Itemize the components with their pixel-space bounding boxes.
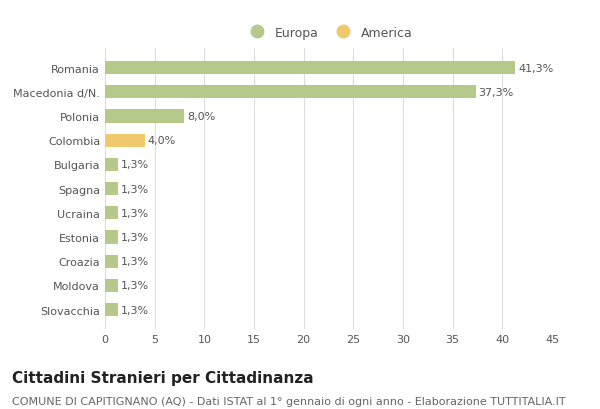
Bar	[105, 134, 145, 148]
Text: COMUNE DI CAPITIGNANO (AQ) - Dati ISTAT al 1° gennaio di ogni anno - Elaborazion: COMUNE DI CAPITIGNANO (AQ) - Dati ISTAT …	[12, 396, 566, 406]
Bar	[105, 62, 515, 75]
Bar	[105, 303, 118, 317]
Bar	[105, 279, 118, 292]
Bar	[105, 255, 118, 268]
Text: 37,3%: 37,3%	[478, 88, 514, 98]
Text: 41,3%: 41,3%	[518, 63, 553, 74]
Bar	[105, 158, 118, 172]
Bar	[105, 110, 184, 124]
Text: 1,3%: 1,3%	[121, 305, 149, 315]
Text: 1,3%: 1,3%	[121, 208, 149, 218]
Text: 1,3%: 1,3%	[121, 160, 149, 170]
Bar	[105, 182, 118, 196]
Bar	[105, 231, 118, 244]
Bar	[105, 207, 118, 220]
Text: 1,3%: 1,3%	[121, 256, 149, 267]
Text: 1,3%: 1,3%	[121, 232, 149, 243]
Text: 8,0%: 8,0%	[187, 112, 215, 122]
Bar	[105, 86, 476, 99]
Text: 4,0%: 4,0%	[148, 136, 176, 146]
Text: 1,3%: 1,3%	[121, 281, 149, 291]
Text: Cittadini Stranieri per Cittadinanza: Cittadini Stranieri per Cittadinanza	[12, 370, 314, 385]
Text: 1,3%: 1,3%	[121, 184, 149, 194]
Legend: Europa, America: Europa, America	[239, 22, 418, 45]
